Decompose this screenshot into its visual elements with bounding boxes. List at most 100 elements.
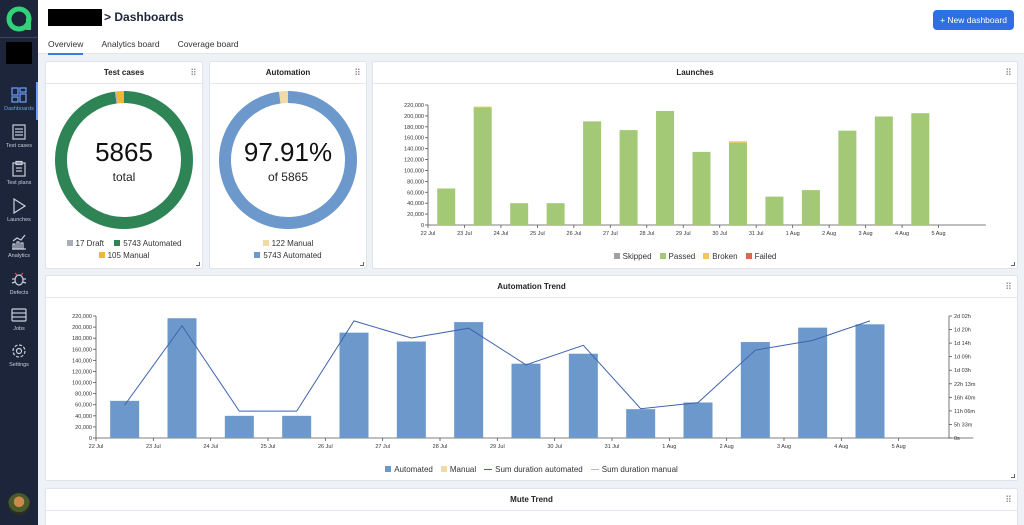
defects-icon (11, 272, 27, 286)
bar-automated[interactable] (740, 342, 770, 438)
legend-item-broken[interactable]: Broken (703, 252, 738, 261)
y2-tick-label: 2d 02h (954, 314, 971, 320)
analytics-icon (12, 234, 26, 250)
bar-passed[interactable] (546, 203, 565, 225)
x-tick-label: 24 Jul (203, 444, 218, 450)
x-tick-label: 26 Jul (318, 444, 333, 450)
legend-item-automated[interactable]: 5743 Automated (254, 251, 322, 260)
bar-passed[interactable] (838, 130, 857, 225)
x-tick-label: 25 Jul (261, 444, 276, 450)
drag-handle-icon[interactable] (355, 68, 360, 76)
bar-passed[interactable] (692, 151, 711, 225)
x-tick-label: 31 Jul (749, 231, 764, 237)
sidebar-item-label: Analytics (7, 253, 30, 259)
drag-handle-icon[interactable] (1006, 495, 1011, 503)
y-tick-label: 220,000 (72, 314, 92, 320)
y-tick-label: 60,000 (75, 403, 92, 409)
bar-passed[interactable] (728, 142, 747, 225)
bar-broken[interactable] (473, 106, 492, 108)
project-name-redacted[interactable] (48, 9, 102, 26)
tab-overview[interactable]: Overview (48, 39, 84, 55)
bar-passed[interactable] (583, 121, 602, 225)
widget-title: Test cases (103, 68, 145, 77)
widget-launches: Launches 0 20,000 40,000 60,000 80,000 100,00… (372, 61, 1018, 269)
legend-item-manual[interactable]: 105 Manual (98, 251, 149, 260)
bar-broken[interactable] (728, 141, 747, 143)
bar-automated[interactable] (167, 318, 197, 438)
bar-passed[interactable] (510, 203, 529, 225)
bar-passed[interactable] (473, 107, 492, 225)
donut-slice-automated[interactable] (55, 91, 193, 229)
drag-handle-icon[interactable] (1006, 282, 1011, 290)
legend-item-draft[interactable]: 17 Draft (66, 239, 104, 248)
resize-handle[interactable] (1011, 262, 1015, 266)
tab-analytics-board[interactable]: Analytics board (101, 39, 160, 49)
donut-slice-automated[interactable] (219, 91, 357, 229)
legend-item-automated[interactable]: Automated (385, 465, 433, 474)
bar-passed[interactable] (619, 130, 638, 225)
resize-handle[interactable] (360, 262, 364, 266)
bar-passed[interactable] (437, 188, 456, 225)
app-logo-icon[interactable] (4, 4, 34, 34)
bar-passed[interactable] (874, 116, 893, 225)
drag-handle-icon[interactable] (191, 68, 196, 76)
sidebar-item-defects[interactable]: Defects (0, 270, 38, 306)
y2-tick-label: 5h 33m (954, 422, 973, 428)
bar-automated[interactable] (855, 324, 885, 438)
legend-item-manual[interactable]: 122 Manual (262, 239, 313, 248)
total-value: 5865 (95, 136, 153, 167)
y-tick-label: 60,000 (407, 190, 424, 196)
sidebar-item-jobs[interactable]: Jobs (0, 306, 38, 342)
sidebar-item-dashboards[interactable]: Dashboards (0, 86, 38, 122)
dashboard-tabs: Overview Analytics board Coverage board (48, 39, 239, 55)
drag-handle-icon[interactable] (1006, 68, 1011, 76)
bar-automated[interactable] (626, 409, 656, 438)
bar-automated[interactable] (282, 415, 312, 438)
bar-automated[interactable] (454, 322, 484, 438)
legend-item-failed[interactable]: Failed (745, 252, 776, 261)
bar-passed[interactable] (911, 113, 930, 225)
sidebar-item-label: Jobs (13, 326, 25, 332)
bar-automated[interactable] (798, 327, 828, 438)
x-tick-label: 4 Aug (834, 444, 848, 450)
legend-item-skipped[interactable]: Skipped (613, 252, 652, 261)
bar-passed[interactable] (765, 196, 784, 225)
bar-automated[interactable] (224, 415, 254, 438)
dashboards-icon (11, 87, 27, 103)
bar-passed[interactable] (656, 111, 675, 225)
divider (0, 37, 38, 38)
new-dashboard-button[interactable]: + New dashboard (933, 10, 1014, 30)
user-avatar[interactable] (8, 493, 30, 515)
sidebar-item-settings[interactable]: Settings (0, 342, 38, 378)
legend-item-manual[interactable]: Manual (440, 465, 476, 474)
tab-coverage-board[interactable]: Coverage board (177, 39, 239, 49)
y2-tick-label: 11h 06m (954, 409, 975, 415)
legend-item-sum-duration-manual[interactable]: Sum duration manual (590, 465, 678, 474)
donut-slice-manual[interactable] (279, 91, 289, 104)
resize-handle[interactable] (1011, 474, 1015, 478)
widget-automation: Automation 97.91% of 5865 122 Manual 574… (209, 61, 367, 269)
y-tick-label: 100,000 (404, 168, 424, 174)
resize-handle[interactable] (196, 262, 200, 266)
bar-automated[interactable] (339, 332, 369, 438)
y-tick-label: 200,000 (72, 325, 92, 331)
bar-automated[interactable] (568, 353, 598, 438)
bar-automated[interactable] (396, 341, 426, 438)
legend-item-automated[interactable]: 5743 Automated (114, 239, 181, 248)
x-tick-label: 27 Jul (603, 231, 618, 237)
legend-item-passed[interactable]: Passed (659, 252, 695, 261)
page-header: > Dashboards Overview Analytics board Co… (38, 0, 1024, 55)
bar-automated[interactable] (683, 402, 713, 438)
bar-automated[interactable] (110, 400, 140, 438)
legend-item-sum-duration-automated[interactable]: Sum duration automated (484, 465, 583, 474)
sidebar-item-test-cases[interactable]: Test cases (0, 123, 38, 159)
widget-title: Automation Trend (497, 282, 566, 291)
sidebar-item-test-plans[interactable]: Test plans (0, 160, 38, 196)
bar-automated[interactable] (511, 363, 541, 438)
project-switcher[interactable] (6, 42, 32, 64)
sidebar-item-launches[interactable]: Launches (0, 197, 38, 233)
bar-passed[interactable] (801, 190, 820, 225)
sidebar-item-analytics[interactable]: Analytics (0, 233, 38, 269)
line-sum-duration-automated[interactable] (124, 320, 871, 412)
main-content: > Dashboards Overview Analytics board Co… (38, 0, 1024, 525)
